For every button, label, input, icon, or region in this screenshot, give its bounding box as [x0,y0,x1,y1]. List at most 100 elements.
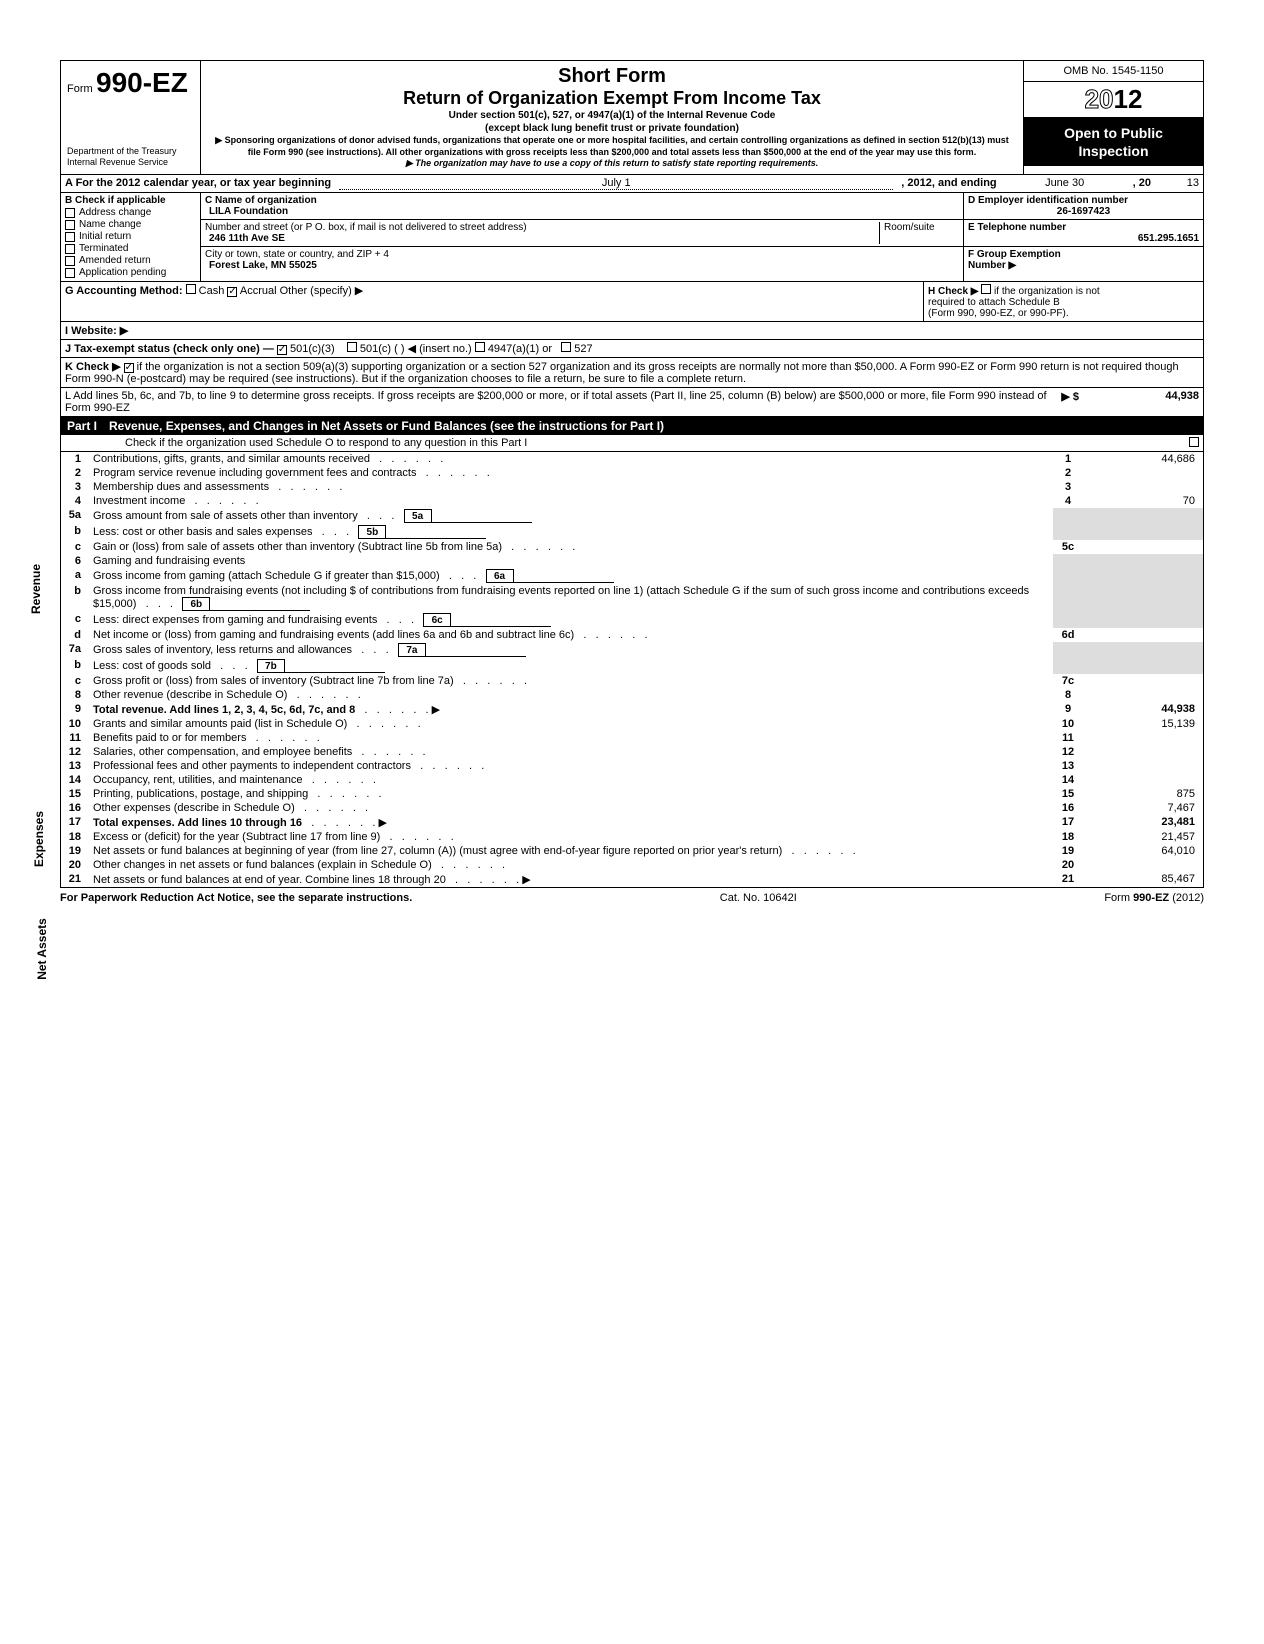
schedule-o-checkbox[interactable] [1189,437,1199,447]
table-row: 4Investment income . . . . . .470 [61,494,1203,508]
501c3-checkbox[interactable] [277,345,287,355]
line-desc: Benefits paid to or for members . . . . … [89,731,1053,745]
cash-checkbox[interactable] [186,284,196,294]
line-desc: Program service revenue including govern… [89,466,1053,480]
line-value: 7,467 [1083,801,1203,815]
checkbox-item: Initial return [65,231,196,242]
line-value: 44,938 [1083,702,1203,717]
row-gh: G Accounting Method: Cash Accrual Other … [61,282,1203,322]
col-b: B Check if applicable Address changeName… [61,193,201,281]
table-row: 9Total revenue. Add lines 1, 2, 3, 4, 5c… [61,702,1203,717]
checkbox[interactable] [65,268,75,278]
table-row: 20Other changes in net assets or fund ba… [61,858,1203,872]
line-box [1053,524,1083,540]
table-row: 5aGross amount from sale of assets other… [61,508,1203,524]
line-desc: Gross profit or (loss) from sales of inv… [89,674,1053,688]
line-value: 44,686 [1083,452,1203,466]
line-value [1083,688,1203,702]
form-footer: Form 990-EZ (2012) [1104,892,1204,904]
street-address: 246 11th Ave SE [205,233,879,244]
subtitle-2: (except black lung benefit trust or priv… [209,122,1015,135]
line-desc: Gross amount from sale of assets other t… [89,508,1053,524]
line-box [1053,584,1083,612]
line-number: 5a [61,508,89,524]
form-number: 990-EZ [96,67,188,98]
line-box: 7c [1053,674,1083,688]
section-bcdef: B Check if applicable Address changeName… [61,193,1203,282]
expenses-label: Expenses [32,811,46,867]
table-row: 3Membership dues and assessments . . . .… [61,480,1203,494]
city-state-zip: Forest Lake, MN 55025 [205,260,959,271]
line-box: 13 [1053,759,1083,773]
line-desc: Gaming and fundraising events [89,554,1053,568]
checkbox[interactable] [65,208,75,218]
line-value [1083,524,1203,540]
line-number: 17 [61,815,89,830]
line-number: b [61,584,89,612]
527-checkbox[interactable] [561,342,571,352]
table-row: 8Other revenue (describe in Schedule O) … [61,688,1203,702]
line-desc: Printing, publications, postage, and shi… [89,787,1053,801]
short-form-label: Short Form [209,65,1015,88]
line-desc: Total revenue. Add lines 1, 2, 3, 4, 5c,… [89,702,1053,717]
table-row: 17Total expenses. Add lines 10 through 1… [61,815,1203,830]
table-row: 12Salaries, other compensation, and empl… [61,745,1203,759]
line-number: 18 [61,830,89,844]
checkbox[interactable] [65,232,75,242]
line-value [1083,642,1203,658]
form-prefix: Form [67,83,93,95]
line-desc: Other expenses (describe in Schedule O) … [89,801,1053,815]
line-number: d [61,628,89,642]
footer: For Paperwork Reduction Act Notice, see … [60,888,1204,908]
table-row: bGross income from fundraising events (n… [61,584,1203,612]
table-row: 6Gaming and fundraising events [61,554,1203,568]
line-desc: Less: cost of goods sold . . . 7b [89,658,1053,674]
line-number: b [61,658,89,674]
table-row: 10Grants and similar amounts paid (list … [61,717,1203,731]
table-row: bLess: cost or other basis and sales exp… [61,524,1203,540]
line-box: 20 [1053,858,1083,872]
part1-header: Part I Revenue, Expenses, and Changes in… [61,417,1203,435]
4947-checkbox[interactable] [475,342,485,352]
checkbox[interactable] [65,256,75,266]
h-checkbox[interactable] [981,284,991,294]
subtitle-3: ▶ Sponsoring organizations of donor advi… [209,135,1015,158]
right-box: OMB No. 1545-1150 2012 Open to Public In… [1023,61,1203,174]
line-box: 5c [1053,540,1083,554]
line-desc: Total expenses. Add lines 10 through 16 … [89,815,1053,830]
line-box: 18 [1053,830,1083,844]
table-row: 18Excess or (deficit) for the year (Subt… [61,830,1203,844]
table-row: 14Occupancy, rent, utilities, and mainte… [61,773,1203,787]
line-number: 20 [61,858,89,872]
netassets-label: Net Assets [35,918,49,980]
line-desc: Other revenue (describe in Schedule O) .… [89,688,1053,702]
line-value [1083,584,1203,612]
table-row: cGain or (loss) from sale of assets othe… [61,540,1203,554]
table-row: 13Professional fees and other payments t… [61,759,1203,773]
line-value [1083,508,1203,524]
checkbox-item: Address change [65,207,196,218]
return-title: Return of Organization Exempt From Incom… [209,88,1015,109]
line-desc: Less: direct expenses from gaming and fu… [89,612,1053,628]
table-row: 11Benefits paid to or for members . . . … [61,731,1203,745]
line-number: c [61,540,89,554]
row-j: J Tax-exempt status (check only one) — 5… [61,340,1203,358]
501c-checkbox[interactable] [347,342,357,352]
revenue-label: Revenue [29,564,43,614]
title-box: Short Form Return of Organization Exempt… [201,61,1023,174]
table-row: dNet income or (loss) from gaming and fu… [61,628,1203,642]
table-row: 15Printing, publications, postage, and s… [61,787,1203,801]
line-desc: Net income or (loss) from gaming and fun… [89,628,1053,642]
checkbox[interactable] [65,244,75,254]
row-i: I Website: ▶ [61,322,1203,340]
k-checkbox[interactable] [124,363,134,373]
line-box: 11 [1053,731,1083,745]
table-row: cGross profit or (loss) from sales of in… [61,674,1203,688]
checkbox[interactable] [65,220,75,230]
gross-receipts: 44,938 [1079,390,1199,414]
form-box: Form 990-EZ Department of the Treasury I… [61,61,201,174]
accrual-checkbox[interactable] [227,287,237,297]
line-desc: Membership dues and assessments . . . . … [89,480,1053,494]
line-box: 4 [1053,494,1083,508]
lines-table: 1Contributions, gifts, grants, and simil… [61,452,1203,887]
